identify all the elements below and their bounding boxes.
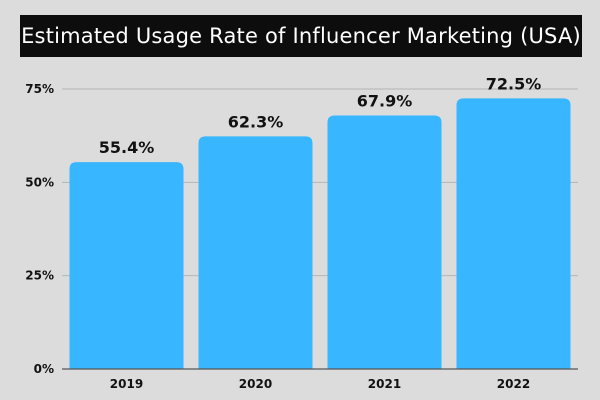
chart-title-bar: Estimated Usage Rate of Influencer Marke… — [20, 15, 582, 57]
data-labels: 55.4% 62.3% 67.9% 72.5% — [99, 74, 542, 157]
bar-2021 — [327, 115, 442, 369]
data-label-2019: 55.4% — [99, 138, 155, 157]
y-tick-label: 25% — [25, 269, 54, 283]
bars — [69, 98, 571, 369]
data-label-2021: 67.9% — [357, 92, 413, 111]
data-label-2020: 62.3% — [228, 112, 284, 131]
y-tick-label: 50% — [25, 175, 54, 189]
x-tick-label-2019: 2019 — [110, 377, 143, 391]
x-tick-label-2022: 2022 — [497, 377, 530, 391]
y-tick-label: 75% — [25, 82, 54, 96]
bar-2020 — [198, 136, 313, 369]
data-label-2022: 72.5% — [486, 74, 542, 93]
x-tick-label-2020: 2020 — [239, 377, 272, 391]
bar-2022 — [456, 98, 571, 369]
x-tick-label-2021: 2021 — [368, 377, 401, 391]
chart-title: Estimated Usage Rate of Influencer Marke… — [21, 24, 581, 48]
axes: 0% 25% 50% 75% 2019 2020 2021 2022 — [25, 82, 578, 391]
bar-2019 — [69, 162, 184, 369]
y-tick-label: 0% — [34, 362, 54, 376]
